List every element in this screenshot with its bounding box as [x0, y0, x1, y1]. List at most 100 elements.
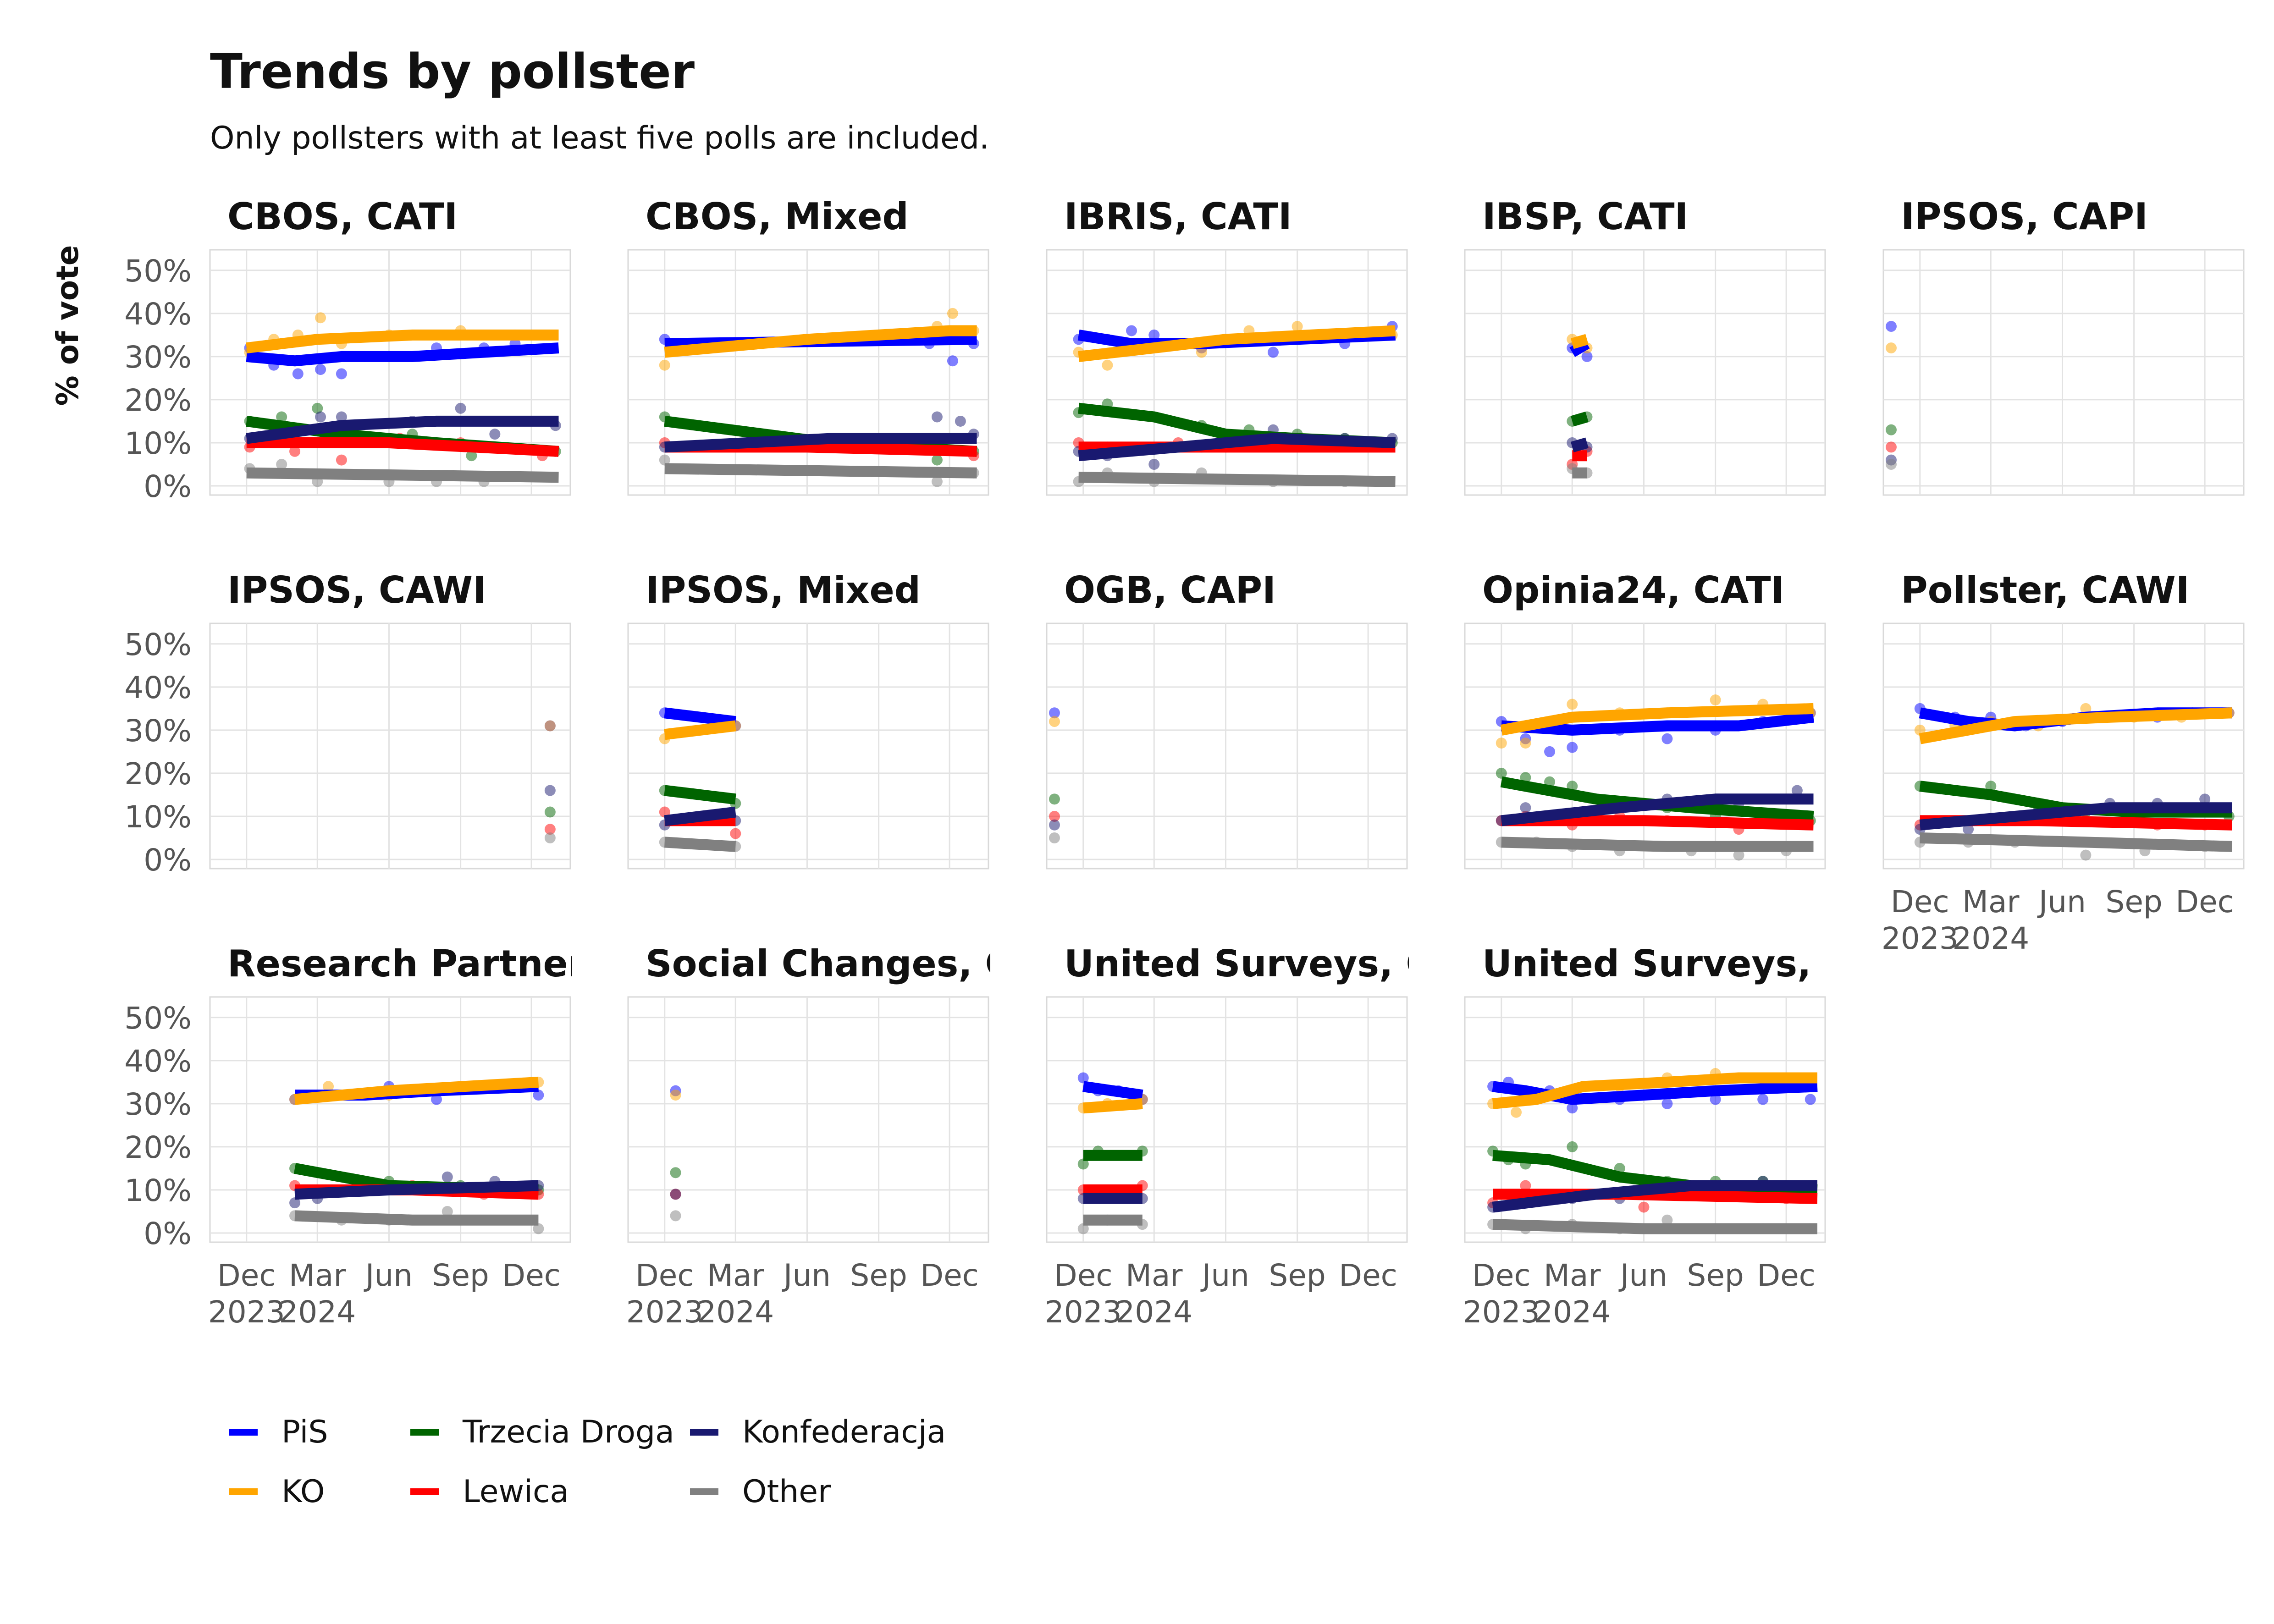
panel-ibsp-cati: IBSP, CATI	[1464, 195, 1826, 496]
legend-key	[229, 1488, 258, 1495]
trend-line-pis	[1492, 1081, 1818, 1105]
y-tick-label: 0%	[144, 842, 192, 878]
poll-point-pis	[1661, 733, 1673, 744]
poll-point-konfederacja	[955, 415, 966, 427]
trend-line-ko	[246, 329, 559, 354]
poll-point-ko	[1511, 1107, 1522, 1118]
x-tick-label: Sep	[850, 1258, 907, 1293]
panel-opinia24-cati: Opinia24, CATI	[1464, 569, 1826, 870]
legend-key	[690, 1488, 718, 1495]
panel-title: United Surveys, CATI	[1064, 942, 1497, 985]
poll-point-lewica	[730, 828, 741, 839]
panel-cbos-mixed: CBOS, Mixed	[627, 195, 989, 496]
x-tick-year: 2023	[1463, 1294, 1540, 1330]
trend-line-ko	[1500, 703, 1814, 736]
legend-label: PiS	[281, 1414, 328, 1450]
x-tick-year: 2024	[1115, 1294, 1192, 1330]
poll-point-lewica	[1885, 441, 1897, 453]
poll-point-pis	[1581, 351, 1593, 362]
x-tick-label: Mar	[1126, 1258, 1183, 1293]
x-tick-label: Sep	[432, 1258, 489, 1293]
legend-label: Lewica	[463, 1474, 569, 1510]
x-tick-year: 2023	[626, 1294, 703, 1330]
panel-title: United Surveys, Mixed	[1482, 942, 1948, 985]
poll-point-other	[1661, 1214, 1673, 1226]
poll-point-konfederacja	[2199, 793, 2211, 805]
trend-line-other	[1078, 472, 1396, 487]
x-tick-year: 2024	[1952, 921, 2029, 956]
poll-point-pis	[1126, 325, 1137, 336]
y-tick-label: 10%	[124, 426, 192, 461]
trend-line-konfederacja	[664, 806, 736, 826]
x-tick-label: Sep	[1269, 1258, 1325, 1293]
x-tick-label: Jun	[364, 1258, 413, 1293]
poll-point-ko	[659, 359, 670, 371]
poll-point-trzecia-droga	[1885, 424, 1897, 435]
trend-line-konfederacja	[1570, 437, 1589, 452]
panel-frame	[1464, 996, 1826, 1243]
x-tick-label: Dec	[1472, 1258, 1531, 1293]
trend-line-konfederacja	[294, 1180, 539, 1200]
x-tick-label: Dec	[2175, 884, 2234, 919]
poll-point-ko	[1567, 699, 1578, 710]
poll-point-pis	[292, 368, 304, 380]
trend-line-pis	[1082, 1081, 1143, 1101]
poll-point-pis	[1661, 1098, 1673, 1109]
poll-point-ko	[1102, 359, 1113, 371]
panel-title: IPSOS, Mixed	[646, 569, 921, 611]
x-tick-label: Jun	[2037, 884, 2086, 919]
poll-point-pis	[1805, 1094, 1816, 1105]
panel-frame	[627, 249, 989, 496]
poll-point-other	[442, 1206, 453, 1217]
legend-label: Konfederacja	[742, 1414, 946, 1450]
panel-ipsos-cawi: IPSOS, CAWI 0% 10% 20% 30% 40% 50%	[124, 569, 571, 878]
poll-point-lewica	[336, 454, 347, 466]
trend-line-konfederacja	[1492, 1180, 1817, 1213]
x-tick-label: Mar	[1962, 884, 2020, 919]
poll-point-lewica	[289, 446, 301, 457]
panel-ipsos-capi: IPSOS, CAPI	[1882, 195, 2245, 496]
poll-point-other	[1049, 832, 1060, 843]
x-tick-label: Jun	[782, 1258, 831, 1293]
poll-point-other	[276, 458, 287, 470]
panel-title: Research Partner, CATI	[227, 942, 698, 985]
trend-line-ko	[1570, 334, 1589, 349]
x-tick-label: Sep	[1687, 1258, 1744, 1293]
legend-label: Other	[742, 1474, 831, 1510]
poll-point-trzecia-droga	[466, 450, 477, 462]
panel-frame	[627, 996, 989, 1243]
poll-point-trzecia-droga	[1049, 793, 1060, 805]
trend-line-konfederacja	[1078, 433, 1396, 462]
trend-line-other	[246, 467, 559, 483]
panel-frame	[1046, 996, 1408, 1243]
poll-point-trzecia-droga	[276, 411, 287, 423]
poll-point-konfederacja	[1049, 819, 1060, 831]
panel-title: Opinia24, CATI	[1482, 569, 1784, 611]
poll-point-pis	[1077, 1072, 1089, 1084]
poll-point-pis	[1567, 742, 1578, 753]
legend-item-trzecia-droga: Trzecia Droga	[410, 1414, 674, 1450]
panel-frame	[1882, 249, 2245, 496]
poll-point-pis	[431, 1094, 442, 1105]
panel-title: Social Changes, CAWI	[646, 942, 1093, 985]
poll-point-ko	[1292, 321, 1303, 332]
poll-point-trzecia-droga	[670, 1167, 681, 1178]
trend-line-ko	[1082, 1098, 1143, 1114]
poll-point-konfederacja	[670, 1189, 681, 1200]
trend-line-other	[1501, 837, 1814, 852]
panel-frame	[1046, 622, 1408, 870]
poll-point-other	[670, 1210, 681, 1222]
legend-key	[410, 1429, 439, 1436]
poll-point-ko	[670, 1090, 681, 1101]
poll-point-other	[1885, 458, 1897, 470]
legend-label: KO	[281, 1474, 325, 1510]
y-axis-label: % of vote	[50, 245, 85, 406]
x-tick-label: Dec	[1757, 1258, 1816, 1293]
trend-line-other	[664, 837, 736, 852]
y-tick-label: 30%	[124, 340, 192, 375]
poll-point-pis	[1567, 1102, 1578, 1114]
x-tick-label: Jun	[1200, 1258, 1249, 1293]
x-tick-label: Jun	[1618, 1258, 1667, 1293]
trend-line-ko	[1492, 1072, 1817, 1109]
